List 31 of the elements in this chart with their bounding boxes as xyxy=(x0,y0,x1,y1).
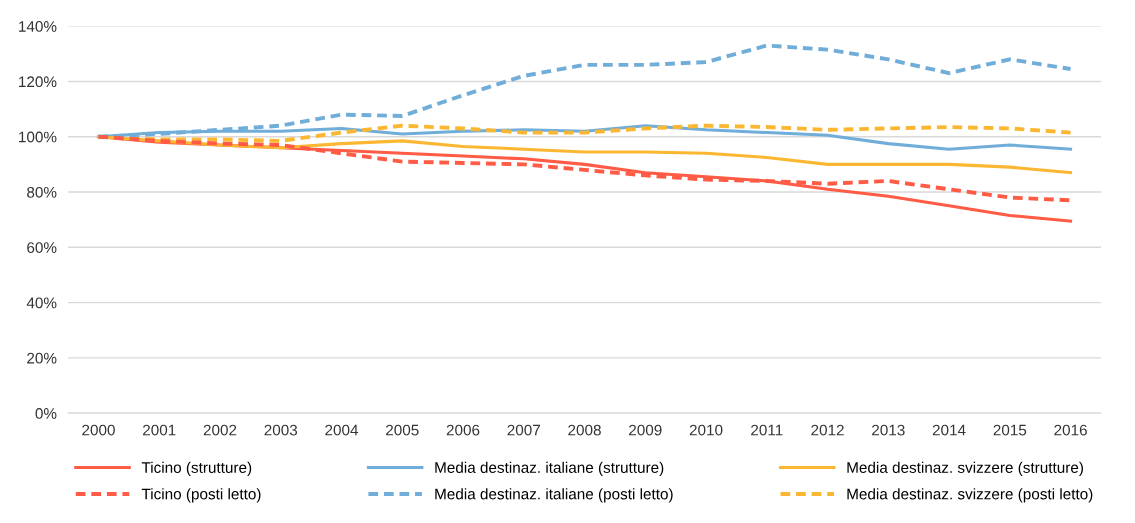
y-tick-label: 40% xyxy=(26,297,57,309)
legend-label: Ticino (strutture) xyxy=(141,461,252,476)
y-tick-label: 20% xyxy=(27,352,57,364)
x-tick-label: 2000 xyxy=(82,424,115,436)
x-tick-label: 2005 xyxy=(386,424,419,436)
x-tick-label: 2012 xyxy=(811,424,844,436)
x-tick-label: 2010 xyxy=(689,424,723,436)
x-tick-label: 2009 xyxy=(629,424,662,436)
legend-label: Media destinaz. italiane (strutture) xyxy=(435,461,664,476)
x-tick-label: 2004 xyxy=(325,424,359,436)
x-tick-label: 2013 xyxy=(872,424,905,436)
legend-label: Media destinaz. svizzere (strutture) xyxy=(847,461,1083,476)
y-tick-label: 0% xyxy=(35,408,57,419)
x-tick-label: 2016 xyxy=(1054,424,1087,436)
x-tick-label: 2015 xyxy=(993,424,1027,436)
y-tick-label: 60% xyxy=(27,242,57,253)
x-tick-label: 2006 xyxy=(446,424,480,436)
x-tick-label: 2011 xyxy=(751,424,783,436)
legend-label: Ticino (posti letto) xyxy=(141,488,261,503)
y-tick-label: 140% xyxy=(19,21,57,32)
x-tick-label: 2002 xyxy=(203,424,237,436)
y-tick-label: 100% xyxy=(19,131,57,143)
x-tick-label: 2008 xyxy=(568,424,601,436)
x-tick-label: 2001 xyxy=(143,424,176,436)
x-tick-label: 2014 xyxy=(932,424,966,436)
x-tick-label: 2003 xyxy=(264,424,298,436)
legend-label: Media destinaz. italiane (posti letto) xyxy=(435,488,673,503)
legend-label: Media destinaz. svizzere (posti letto) xyxy=(847,488,1093,503)
x-tick-label: 2007 xyxy=(507,424,540,436)
y-tick-label: 120% xyxy=(19,76,57,88)
y-tick-label: 80% xyxy=(27,186,57,198)
